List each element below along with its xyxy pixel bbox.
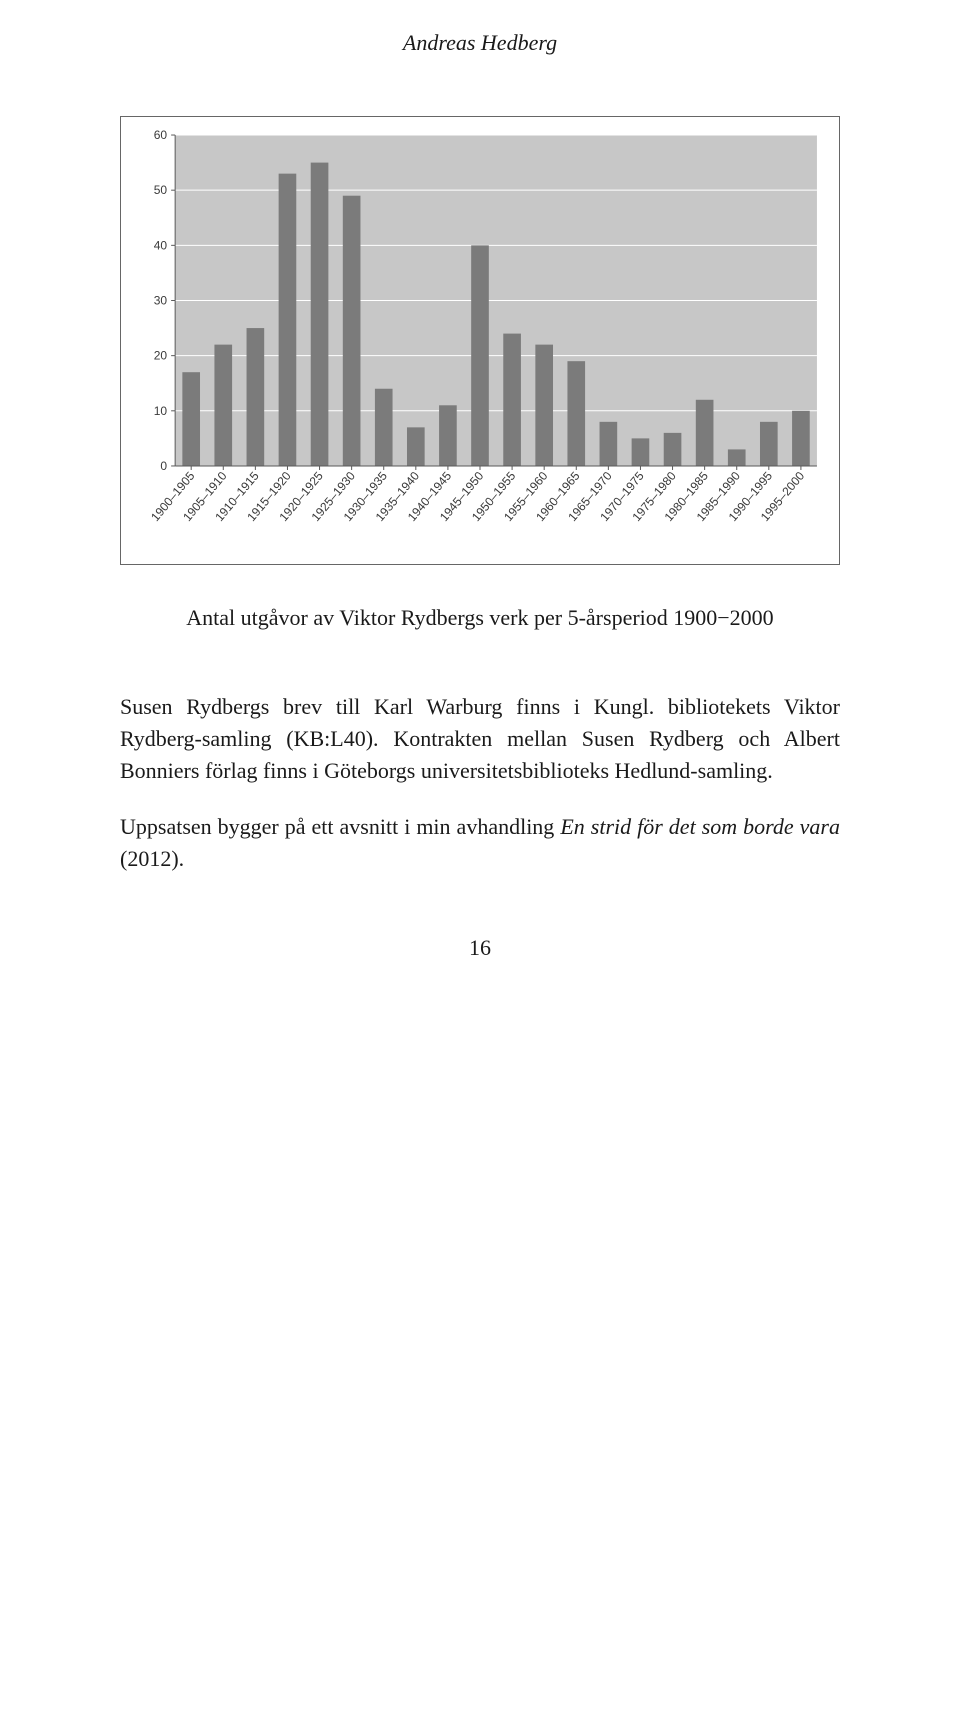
svg-text:40: 40 bbox=[154, 238, 168, 252]
paragraph-2-title: En strid för det som borde vara bbox=[560, 814, 840, 839]
author-name: Andreas Hedberg bbox=[120, 30, 840, 56]
svg-text:30: 30 bbox=[154, 294, 168, 308]
body-text: Susen Rydbergs brev till Karl Warburg fi… bbox=[120, 691, 840, 874]
svg-text:20: 20 bbox=[154, 349, 168, 363]
chart-caption: Antal utgåvor av Viktor Rydbergs verk pe… bbox=[120, 605, 840, 631]
svg-text:10: 10 bbox=[154, 404, 168, 418]
bar-chart: 01020304050601900–19051905–19101910–1915… bbox=[129, 125, 831, 556]
paragraph-2: Uppsatsen bygger på ett avsnitt i min av… bbox=[120, 811, 840, 875]
svg-text:0: 0 bbox=[160, 459, 167, 473]
paragraph-2-post: (2012). bbox=[120, 846, 184, 871]
page-number: 16 bbox=[120, 935, 840, 961]
svg-text:60: 60 bbox=[154, 128, 168, 142]
paragraph-2-pre: Uppsatsen bygger på ett avsnitt i min av… bbox=[120, 814, 560, 839]
paragraph-1: Susen Rydbergs brev till Karl Warburg fi… bbox=[120, 691, 840, 787]
svg-text:50: 50 bbox=[154, 183, 168, 197]
chart-container: 01020304050601900–19051905–19101910–1915… bbox=[120, 116, 840, 565]
